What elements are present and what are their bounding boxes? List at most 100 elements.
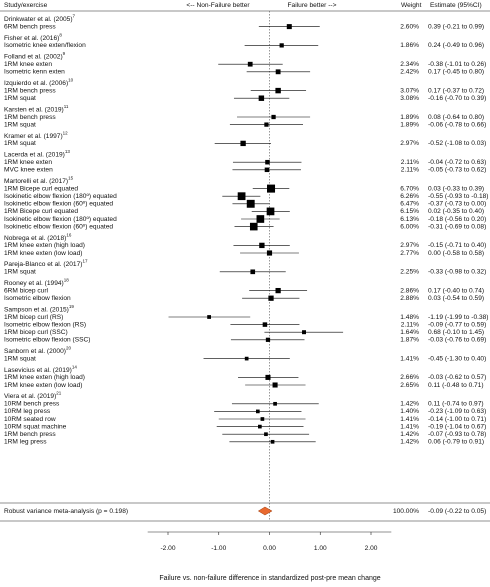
study-name-text: Drinkwater et al. (2005): [4, 16, 73, 23]
estimate-label: -0.31 (-0.69 to 0.08): [428, 223, 486, 230]
exercise-label: 1RM squat: [4, 95, 36, 102]
study-name-text: Lasevicius et al. (2019): [4, 367, 72, 374]
exercise-label: 10RM squat machine: [4, 423, 67, 430]
effect-marker: [268, 295, 274, 301]
x-axis-title: Failure vs. non-failure difference in st…: [159, 575, 380, 582]
weight-label: 2.11%: [401, 159, 419, 166]
study-name-text: Kramer et al. (1997): [4, 133, 63, 140]
study-name-text: Karsten et al. (2019): [4, 106, 64, 113]
study-name-text: Viera et al. (2019): [4, 393, 56, 400]
weight-label: 2.25%: [400, 269, 419, 276]
weight-label: 6.47%: [400, 201, 419, 208]
effect-marker: [250, 269, 256, 275]
weight-label: 2.86%: [400, 287, 419, 294]
exercise-label: 1RM bicep curl (SSC): [4, 329, 68, 336]
weight-label: 2.34%: [400, 61, 419, 68]
reference-number: 11: [64, 104, 69, 109]
effect-marker: [302, 330, 306, 335]
exercise-label: Isokinetic elbow flexion (180º) equated: [4, 193, 117, 200]
study-name-text: Sampson et al. (2015): [4, 306, 69, 313]
estimate-label: 0.03 (-0.54 to 0.59): [428, 295, 484, 302]
effect-marker: [237, 192, 246, 201]
effect-marker: [249, 222, 258, 231]
estimate-label: -0.05 (-0.73 to 0.62): [428, 167, 486, 174]
weight-label: 6.13%: [400, 216, 419, 223]
estimate-label: 0.02 (-0.35 to 0.40): [428, 208, 484, 215]
reference-number: 21: [56, 391, 62, 396]
study-name-text: Nobrega et al. (2018): [4, 235, 66, 242]
exercise-label: Isometric elbow flexion (SSC): [4, 337, 90, 344]
estimate-label: -1.19 (-1.99 to -0.38): [428, 314, 488, 321]
estimate-label: 0.00 (-0.58 to 0.58): [428, 250, 484, 257]
estimate-label: -0.45 (-1.30 to 0.40): [428, 355, 486, 362]
study-name: Kramer et al. (1997)12: [4, 130, 68, 139]
effect-marker: [240, 140, 246, 147]
study-name-text: Folland et al. (2002): [4, 53, 63, 60]
reference-number: 18: [64, 278, 70, 283]
effect-marker: [259, 242, 265, 249]
left-header: <-- Non-Failure better: [186, 2, 250, 9]
weight-label: 6.15%: [400, 208, 419, 215]
weight-label: 2.11%: [401, 167, 419, 174]
exercise-label: Isometric knee exten/flexion: [4, 42, 86, 49]
exercise-label: Isometric elbow flexion: [4, 295, 71, 302]
weight-label: 2.77%: [400, 250, 419, 257]
exercise-label: 6RM bicep curl: [4, 287, 49, 294]
effect-marker: [246, 199, 255, 208]
weight-label: 1.89%: [400, 121, 419, 128]
estimate-label: 0.39 (-0.21 to 0.99): [428, 23, 484, 30]
study-name: Lacerda et al. (2019)13: [4, 149, 70, 158]
x-tick-label: 1.00: [314, 545, 327, 552]
study-name: Sanborn et al. (2000)20: [4, 346, 71, 355]
estimate-label: 0.11 (-0.74 to 0.97): [428, 401, 484, 408]
weight-label: 2.11%: [401, 321, 419, 328]
exercise-label: Isokinetic elbow flexion (60º) equated: [4, 223, 113, 230]
exercise-label: 10RM seated row: [4, 416, 56, 423]
estimate-label: -0.23 (-1.09 to 0.63): [428, 408, 486, 415]
reference-number: 20: [66, 346, 72, 351]
effect-marker: [247, 61, 253, 67]
study-name: Folland et al. (2002)9: [4, 51, 66, 60]
effect-marker: [271, 114, 276, 120]
x-tick-label: -2.00: [160, 545, 175, 552]
exercise-label: 10RM leg press: [4, 408, 51, 415]
weight-header: Weight: [401, 2, 422, 9]
exercise-label: 1RM Bicepe curl equated: [4, 185, 78, 192]
exercise-label: 1RM knee exten (low load): [4, 250, 82, 257]
effect-marker: [258, 424, 262, 429]
exercise-label: 6RM bench press: [4, 23, 56, 30]
estimate-label: -0.55 (-0.93 to -0.18): [428, 193, 488, 200]
study-name: Nobrega et al. (2018)16: [4, 232, 72, 241]
weight-label: 2.42%: [400, 69, 419, 76]
weight-label: 1.41%: [400, 423, 419, 430]
effect-marker: [244, 356, 249, 361]
weight-label: 6.70%: [400, 185, 419, 192]
effect-marker: [255, 409, 260, 414]
study-name-text: Fisher et al. (2016): [4, 35, 59, 42]
estimate-label: 0.17 (-0.37 to 0.72): [428, 87, 484, 94]
study-name: Lasevicius et al. (2019)14: [4, 364, 77, 373]
estimate-label: -0.37 (-0.73 to 0.00): [428, 201, 486, 208]
reference-number: 12: [63, 130, 69, 135]
estimate-label: 0.17 (-0.40 to 0.74): [428, 287, 484, 294]
estimate-label: -0.03 (-0.62 to 0.57): [428, 374, 486, 381]
estimate-label: -0.09 (-0.77 to 0.59): [428, 321, 486, 328]
reference-number: 7: [73, 14, 76, 19]
weight-label: 2.88%: [400, 295, 419, 302]
estimate-label: 0.06 (-0.79 to 0.91): [428, 439, 484, 446]
exercise-label: 1RM knee exten (high load): [4, 374, 85, 381]
reference-number: 8: [59, 32, 62, 37]
effect-marker: [265, 374, 271, 380]
estimate-label: -0.18 (-0.56 to 0.20): [428, 216, 486, 223]
study-name: Sampson et al. (2015)19: [4, 304, 74, 313]
effect-marker: [275, 287, 281, 294]
x-tick-label: 0.00: [263, 545, 276, 552]
effect-marker: [256, 215, 265, 223]
weight-label: 1.89%: [400, 114, 419, 121]
exercise-label: Isometric elbow flexion (RS): [4, 321, 86, 328]
exercise-label: 1RM squat: [4, 140, 36, 147]
exercise-label: 1RM bench press: [4, 114, 56, 121]
exercise-label: MVC knee exten: [4, 167, 53, 174]
study-name: Fisher et al. (2016)8: [4, 32, 62, 41]
